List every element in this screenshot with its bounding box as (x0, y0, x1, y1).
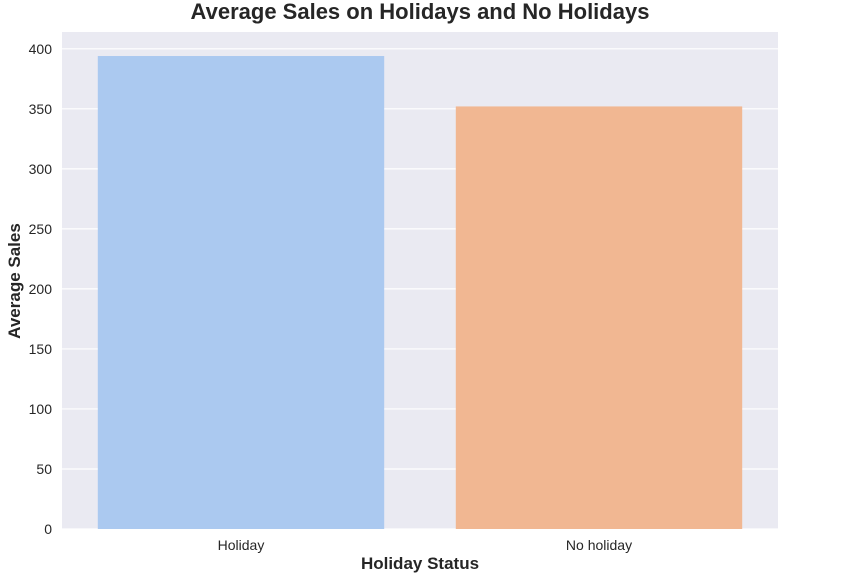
chart-title: Average Sales on Holidays and No Holiday… (191, 0, 650, 24)
bar-holiday (97, 56, 385, 529)
x-axis-ticks: Holiday No holiday (218, 537, 632, 553)
bars (97, 56, 743, 529)
y-tick-label: 0 (44, 521, 52, 537)
y-tick-label: 400 (29, 41, 53, 57)
y-tick-label: 300 (29, 161, 53, 177)
y-axis-title: Average Sales (5, 223, 24, 339)
x-tick-label: Holiday (218, 537, 265, 553)
y-tick-label: 50 (36, 461, 52, 477)
y-tick-label: 350 (29, 101, 53, 117)
bar-no-holiday (455, 106, 743, 529)
x-tick-label: No holiday (566, 537, 632, 553)
y-axis-ticks: 0 50 100 150 200 250 300 350 400 (29, 41, 53, 537)
y-tick-label: 200 (29, 281, 53, 297)
x-axis-title: Holiday Status (361, 554, 479, 573)
y-tick-label: 250 (29, 221, 53, 237)
y-tick-label: 100 (29, 401, 53, 417)
y-tick-label: 150 (29, 341, 53, 357)
